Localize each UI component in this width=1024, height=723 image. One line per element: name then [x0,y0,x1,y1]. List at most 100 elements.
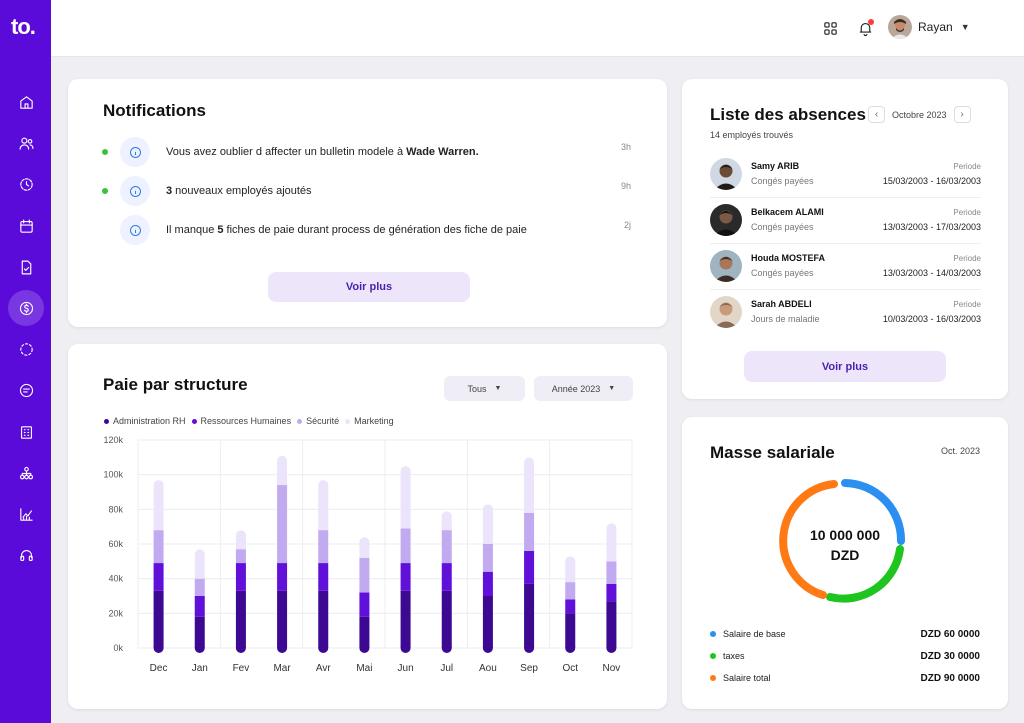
bar-segment [400,471,411,529]
nav-employees[interactable] [8,125,44,161]
employee-avatar [710,296,742,328]
year-filter[interactable]: Année 2023 ▼ [534,376,633,401]
info-icon [120,215,150,245]
masse-item-label: Salaire total [723,673,771,683]
nav-organigram[interactable] [8,455,44,491]
absence-item[interactable]: Samy ARIB Congés payées Periode 15/03/2003 … [710,152,981,198]
legend-dot [345,418,351,424]
home-icon [19,95,33,109]
bar-segment [565,561,576,583]
y-tick-label: 0k [113,643,123,653]
bar-segment [318,590,329,648]
bar-cap-top [441,511,452,522]
user-menu[interactable]: Rayan ▼ [888,15,970,39]
dashed-circle-icon [19,342,33,356]
sidebar: to. [0,0,51,723]
masse-total: 10 000 000 DZD [792,525,898,565]
absence-dates: 15/03/2003 - 16/03/2003 [882,176,981,186]
bar-cap-bottom [277,643,288,653]
info-icon [120,137,150,167]
notification-badge [868,19,874,25]
absence-item[interactable]: Sarah ABDELI Jours de maladie Periode 10/03… [710,290,981,336]
bar-segment [235,590,246,648]
absence-item[interactable]: Houda MOSTEFA Congés payées Periode 13/03/2… [710,244,981,290]
legend-dot [710,675,716,681]
donut-segment-blue [841,479,906,545]
masse-card: Masse salariale Oct. 2023 10 000 000 DZD… [682,417,1008,709]
bar-segment [606,561,617,584]
headset-icon [19,549,33,561]
absence-dates: 13/03/2003 - 14/03/2003 [882,268,981,278]
nav-support[interactable] [8,537,44,573]
legend-label: Administration RH [113,416,186,426]
notification-item[interactable]: 3 nouveaux employés ajoutés [102,176,312,206]
chevron-down-icon: ▼ [494,385,502,392]
bar-segment [524,462,535,513]
x-tick-label: Nov [603,663,621,674]
nav-paie[interactable] [8,290,44,326]
nav-structure[interactable] [8,414,44,450]
bar-segment [441,563,452,591]
employee-name: Samy ARIB [751,161,800,171]
notification-item[interactable]: Vous avez oublier d affecter un bulletin… [102,137,479,167]
nav-home[interactable] [8,84,44,120]
bar-segment [359,557,370,593]
row-divider [710,197,981,198]
masse-item-label: Salaire de base [723,629,786,639]
x-tick-label: Jun [398,663,414,674]
employee-name: Belkacem ALAMI [751,207,824,217]
notification-item[interactable]: Il manque 5 fiches de paie durant proces… [102,215,527,245]
paie-bar-chart: 0k 20k 40k 60k 80k 100k 120k Dec Jan Fev Mar Avr Mai… [103,435,633,674]
nav-time[interactable] [8,166,44,202]
notifications-title: Notifications [103,101,206,120]
legend-dot [710,653,716,659]
masse-item: Salaire de base DZD 60 0000 [710,627,980,641]
nav-loading[interactable] [8,331,44,367]
nav-reports[interactable] [8,372,44,408]
y-tick-label: 20k [108,608,123,618]
y-tick-label: 100k [103,470,123,480]
legend-item: Marketing [345,416,394,426]
notifications-button[interactable] [854,17,876,39]
bar-segment [359,616,370,648]
top-bar: Rayan ▼ [51,0,1024,57]
x-tick-label: Dec [150,663,168,674]
x-tick-label: Avr [316,663,331,674]
bar-segment [482,544,493,572]
legend-item: Ressources Humaines [191,416,292,426]
x-tick-label: Jan [192,663,208,674]
masse-item-label: taxes [723,651,745,661]
notifications-voir-plus-button[interactable]: Voir plus [268,272,470,302]
bar-segment [441,590,452,648]
nav-statistics[interactable] [8,496,44,532]
masse-date: Oct. 2023 [940,446,980,456]
legend-item: Sécurité [297,416,339,426]
absence-item[interactable]: Belkacem ALAMI Congés payées Periode 13/03/… [710,198,981,244]
bar-segment [482,571,493,596]
x-tick-label: Fev [233,663,250,674]
x-tick-label: Mar [273,663,291,674]
legend-dot [297,418,303,424]
absence-dates: 13/03/2003 - 17/03/2003 [882,222,981,232]
structure-filter[interactable]: Tous ▼ [444,376,525,401]
bar-cap-top [194,549,205,560]
legend-label: Ressources Humaines [200,416,292,426]
next-month-button[interactable]: › [953,106,971,123]
nav-documents[interactable] [8,249,44,285]
absences-count: 14 employés trouvés [710,130,794,140]
document-check-icon [21,260,31,274]
bar-segment [524,512,535,551]
unread-dot [102,188,108,194]
absence-type: Congés payées [751,222,814,232]
legend-item: Administration RH [104,416,186,426]
previous-month-button[interactable]: ‹ [868,106,885,123]
unread-dot [102,227,108,233]
nav-calendar[interactable] [8,208,44,244]
apps-button[interactable] [819,17,841,39]
app-logo[interactable]: to. [11,14,36,39]
absences-voir-plus-button[interactable]: Voir plus [744,351,946,382]
donut-segment-orange [779,480,838,599]
bar-segment [277,590,288,648]
masse-total-currency: DZD [830,547,860,563]
donut-segment-green [826,545,904,603]
